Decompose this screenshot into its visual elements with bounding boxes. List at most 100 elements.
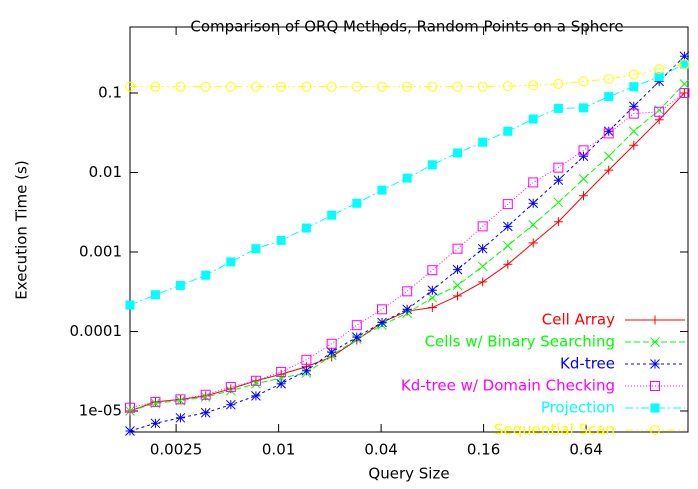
marker xyxy=(679,79,690,89)
marker-shape xyxy=(276,366,287,377)
marker xyxy=(301,81,312,92)
series-line xyxy=(129,63,685,306)
marker-shape xyxy=(654,64,665,75)
marker-shape xyxy=(478,137,488,147)
marker-shape xyxy=(326,338,337,349)
marker xyxy=(477,261,488,272)
marker xyxy=(603,73,614,84)
marker-shape xyxy=(225,382,236,393)
marker-stroke xyxy=(578,174,589,184)
x-tick-label: 0.64 xyxy=(569,441,602,459)
marker xyxy=(125,402,135,413)
marker-stroke xyxy=(276,378,286,389)
legend-label: Kd-tree xyxy=(560,355,615,373)
marker-stroke xyxy=(603,126,614,137)
x-tick-label: 0.04 xyxy=(364,441,397,459)
marker xyxy=(503,126,513,136)
marker xyxy=(250,81,261,92)
marker xyxy=(553,175,564,186)
marker-shape xyxy=(402,286,413,297)
marker-stroke xyxy=(200,407,211,418)
marker-stroke xyxy=(502,221,513,232)
legend-label: Kd-tree w/ Domain Checking xyxy=(401,377,615,395)
x-tick-label: 0.0025 xyxy=(150,441,203,459)
marker xyxy=(225,385,236,396)
marker-shape xyxy=(327,210,337,220)
marker xyxy=(679,51,690,62)
marker xyxy=(125,406,135,416)
marker-stroke xyxy=(225,399,236,410)
chart-title: Comparison of ORQ Methods, Random Points… xyxy=(190,18,623,36)
marker xyxy=(427,265,438,276)
marker-shape xyxy=(225,81,236,92)
series-line xyxy=(130,63,685,88)
marker-shape xyxy=(175,81,186,92)
marker-shape xyxy=(679,87,690,98)
marker xyxy=(225,399,236,410)
marker xyxy=(125,81,135,92)
legend-label: Cell Array xyxy=(542,311,615,329)
marker xyxy=(427,292,438,303)
marker xyxy=(629,140,639,150)
marker-shape xyxy=(477,221,488,232)
marker xyxy=(654,115,664,125)
marker xyxy=(200,392,211,402)
marker xyxy=(603,128,614,139)
marker xyxy=(125,300,135,310)
marker-shape xyxy=(301,81,312,92)
marker xyxy=(604,92,614,102)
marker xyxy=(578,191,588,201)
marker-stroke xyxy=(301,365,312,376)
marker-shape xyxy=(603,128,614,139)
marker xyxy=(251,244,261,254)
legend-label: Projection xyxy=(541,399,615,417)
marker-stroke xyxy=(452,264,463,275)
plot-frame xyxy=(129,26,689,433)
marker xyxy=(628,108,639,119)
marker xyxy=(225,81,236,92)
marker xyxy=(150,396,161,407)
marker-stroke xyxy=(351,332,362,342)
marker xyxy=(175,394,186,405)
marker-shape xyxy=(679,59,689,69)
marker-stroke xyxy=(679,79,690,89)
marker-shape xyxy=(427,81,438,92)
marker xyxy=(351,320,362,331)
marker xyxy=(478,277,488,287)
marker xyxy=(650,381,660,391)
marker xyxy=(301,354,312,365)
marker-stroke xyxy=(628,126,639,137)
marker-shape xyxy=(604,92,614,102)
marker-shape xyxy=(352,198,362,208)
marker xyxy=(528,238,538,248)
marker xyxy=(175,81,186,92)
marker xyxy=(654,106,665,117)
marker-shape xyxy=(427,160,437,170)
marker xyxy=(402,81,413,92)
marker-shape xyxy=(200,389,211,400)
marker xyxy=(528,177,539,188)
marker-shape xyxy=(679,59,690,70)
marker xyxy=(427,303,437,313)
marker-stroke xyxy=(326,347,337,357)
marker-stroke xyxy=(578,151,589,162)
marker xyxy=(276,235,286,245)
marker xyxy=(477,243,488,254)
marker xyxy=(150,81,161,92)
x-tick-label: 0.01 xyxy=(262,441,295,459)
marker xyxy=(200,407,211,418)
marker xyxy=(351,332,362,342)
marker xyxy=(553,162,564,173)
marker-shape xyxy=(578,145,589,156)
marker xyxy=(650,337,660,347)
marker-shape xyxy=(650,425,660,435)
marker-stroke xyxy=(251,390,261,401)
marker xyxy=(453,148,463,158)
marker xyxy=(604,165,614,175)
marker-shape xyxy=(553,78,564,89)
marker xyxy=(352,198,362,208)
marker-shape xyxy=(502,81,513,92)
marker-shape xyxy=(250,81,261,92)
marker-shape xyxy=(452,81,463,92)
